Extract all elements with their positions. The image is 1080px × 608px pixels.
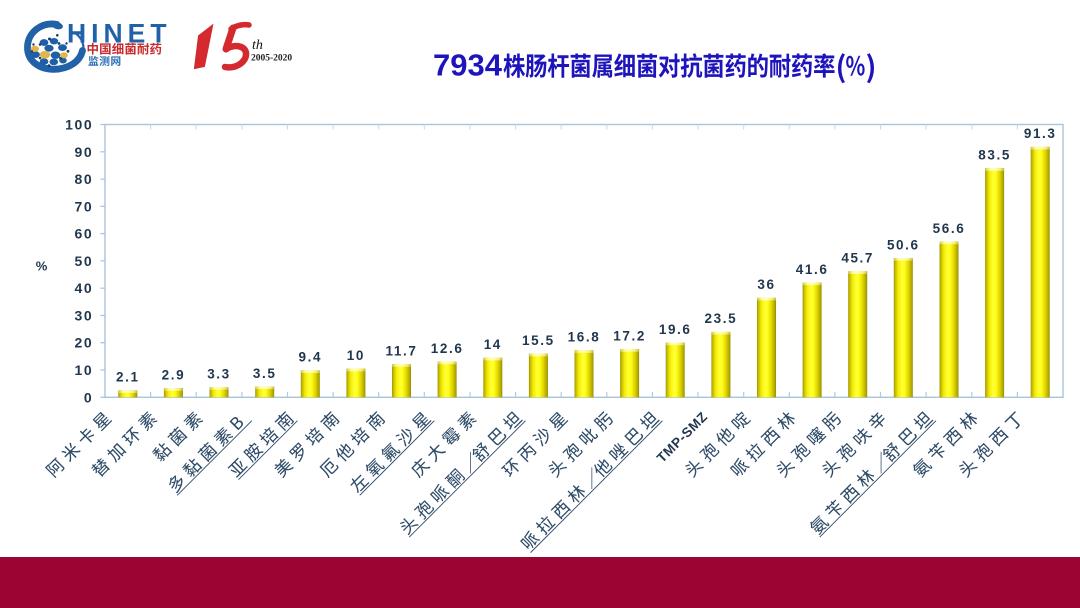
svg-text:2.1: 2.1 <box>116 370 140 385</box>
svg-text:100: 100 <box>65 117 93 133</box>
svg-text:40: 40 <box>75 280 94 296</box>
svg-text:10: 10 <box>75 362 94 378</box>
svg-text:10: 10 <box>347 348 365 363</box>
svg-text:23.5: 23.5 <box>705 311 738 326</box>
svg-text:50: 50 <box>75 253 94 269</box>
svg-text:th: th <box>252 38 263 53</box>
svg-text:83.5: 83.5 <box>978 148 1011 163</box>
svg-text:17.2: 17.2 <box>613 328 646 343</box>
svg-text:%: % <box>36 259 48 274</box>
svg-text:0: 0 <box>84 389 93 405</box>
svg-text:80: 80 <box>75 171 94 187</box>
svg-text:HINET: HINET <box>67 18 172 48</box>
svg-text:60: 60 <box>75 226 94 242</box>
svg-text:16.8: 16.8 <box>568 330 601 345</box>
svg-text:7934: 7934 <box>433 47 503 82</box>
svg-text:2.9: 2.9 <box>162 367 186 382</box>
svg-text:14: 14 <box>484 337 502 352</box>
svg-text:36: 36 <box>757 277 775 292</box>
svg-text:90: 90 <box>75 144 94 160</box>
svg-text:9.4: 9.4 <box>299 350 323 365</box>
svg-text:30: 30 <box>75 308 94 324</box>
svg-text:19.6: 19.6 <box>659 322 692 337</box>
svg-text:45.7: 45.7 <box>841 251 874 266</box>
svg-text:70: 70 <box>75 198 94 214</box>
svg-text:2005-2020: 2005-2020 <box>251 54 292 64</box>
svg-text:20: 20 <box>75 335 94 351</box>
svg-text:91.3: 91.3 <box>1024 126 1057 141</box>
svg-text:50.6: 50.6 <box>887 237 920 252</box>
svg-text:15.5: 15.5 <box>522 333 555 348</box>
svg-text:12.6: 12.6 <box>431 341 464 356</box>
svg-text:11.7: 11.7 <box>386 343 418 358</box>
svg-text:41.6: 41.6 <box>796 262 829 277</box>
svg-text:3.5: 3.5 <box>253 366 277 381</box>
svg-text:56.6: 56.6 <box>933 221 966 236</box>
svg-text:3.3: 3.3 <box>207 366 231 381</box>
